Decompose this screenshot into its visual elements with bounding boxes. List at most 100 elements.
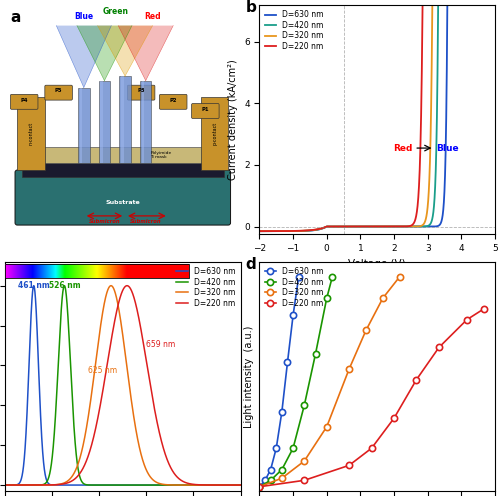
- D=630 nm: [290, 312, 296, 318]
- D=220 nm: [436, 345, 442, 351]
- D=630 nm: [18, 477, 24, 483]
- D=420 nm: [268, 477, 274, 483]
- D=630 nm: [246, 482, 252, 488]
- Legend: D=630 nm, D=420 nm, D=320 nm, D=220 nm: D=630 nm, D=420 nm, D=320 nm, D=220 nm: [263, 9, 326, 53]
- D=320 nm: [252, 482, 258, 488]
- Text: Submicron: Submicron: [130, 219, 162, 224]
- D=420 nm: [89, 482, 95, 488]
- D=220 nm: [246, 482, 252, 488]
- Text: Red: Red: [144, 12, 161, 21]
- Text: 526 nm: 526 nm: [48, 281, 80, 290]
- Y-axis label: Current density (kA/cm²): Current density (kA/cm²): [228, 59, 238, 180]
- D=630 nm: [218, 482, 224, 488]
- FancyBboxPatch shape: [192, 104, 219, 119]
- FancyBboxPatch shape: [45, 85, 72, 100]
- FancyBboxPatch shape: [15, 170, 231, 225]
- D=320 nm: [363, 327, 369, 333]
- Line: D=420 nm: D=420 nm: [256, 274, 336, 490]
- D=320 nm: [256, 228, 262, 234]
- D=420 nm: [279, 467, 285, 473]
- D=630 nm: [89, 482, 95, 488]
- D=420 nm: [324, 295, 330, 301]
- D=220 nm: [368, 445, 374, 451]
- D=220 nm: [252, 482, 258, 488]
- Text: P1: P1: [202, 107, 209, 112]
- D=220 nm: [391, 415, 397, 421]
- D=630 nm: [212, 482, 218, 488]
- Bar: [22, 147, 224, 163]
- D=630 nm: [442, 176, 448, 182]
- D=320 nm: [108, 283, 114, 289]
- D=420 nm: [364, 224, 370, 230]
- D=630 nm: [284, 360, 290, 366]
- D=220 nm: [464, 316, 470, 322]
- Line: D=220 nm: D=220 nm: [256, 306, 487, 490]
- Text: p-contact: p-contact: [212, 122, 217, 145]
- Bar: [121, 76, 124, 163]
- D=220 nm: [218, 482, 224, 488]
- Text: Green: Green: [103, 7, 129, 16]
- Bar: [98, 81, 110, 163]
- Bar: [80, 87, 82, 163]
- Bar: [100, 81, 103, 163]
- D=220 nm: [364, 224, 370, 230]
- D=420 nm: [256, 228, 262, 234]
- Polygon shape: [118, 26, 173, 81]
- D=420 nm: [18, 482, 24, 488]
- FancyBboxPatch shape: [10, 94, 38, 109]
- Text: d: d: [246, 257, 256, 272]
- Text: Polyimide
Ti mask: Polyimide Ti mask: [150, 151, 172, 159]
- D=630 nm: [100, 482, 106, 488]
- Line: D=320 nm: D=320 nm: [260, 0, 495, 231]
- D=320 nm: [371, 224, 377, 230]
- Polygon shape: [56, 26, 112, 87]
- D=630 nm: [262, 477, 268, 483]
- D=630 nm: [268, 467, 274, 473]
- D=320 nm: [100, 305, 106, 310]
- Line: D=220 nm: D=220 nm: [0, 286, 254, 485]
- D=220 nm: [371, 224, 377, 230]
- D=220 nm: [414, 376, 420, 382]
- D=320 nm: [18, 482, 24, 488]
- Line: D=420 nm: D=420 nm: [260, 0, 495, 231]
- D=220 nm: [18, 482, 24, 488]
- FancyBboxPatch shape: [160, 94, 187, 109]
- Text: 659 nm: 659 nm: [146, 340, 176, 350]
- D=420 nm: [256, 484, 262, 490]
- D=630 nm: [256, 484, 262, 490]
- D=320 nm: [34, 482, 40, 488]
- Polygon shape: [77, 26, 132, 81]
- D=420 nm: [100, 482, 106, 488]
- D=420 nm: [62, 283, 68, 289]
- D=220 nm: [268, 228, 274, 234]
- Text: b: b: [246, 0, 256, 15]
- Bar: [120, 76, 131, 163]
- D=420 nm: [302, 402, 308, 408]
- Polygon shape: [18, 97, 45, 170]
- D=630 nm: [34, 318, 40, 324]
- Text: P4: P4: [20, 98, 28, 103]
- Legend: D=630 nm, D=420 nm, D=320 nm, D=220 nm: D=630 nm, D=420 nm, D=320 nm, D=220 nm: [263, 265, 326, 309]
- D=320 nm: [256, 484, 262, 490]
- D=220 nm: [89, 440, 95, 446]
- Polygon shape: [200, 97, 228, 170]
- Bar: [22, 159, 224, 177]
- Bar: [142, 81, 144, 163]
- D=630 nm: [30, 283, 36, 289]
- Text: Red: Red: [393, 143, 412, 153]
- D=320 nm: [279, 475, 285, 481]
- D=420 nm: [290, 445, 296, 451]
- Line: D=220 nm: D=220 nm: [260, 0, 495, 231]
- Text: P5: P5: [55, 88, 62, 93]
- D=420 nm: [246, 482, 252, 488]
- D=320 nm: [218, 482, 224, 488]
- D=420 nm: [268, 228, 274, 234]
- D=320 nm: [302, 458, 308, 464]
- Text: Substrate: Substrate: [106, 200, 140, 205]
- D=320 nm: [268, 228, 274, 234]
- D=630 nm: [273, 445, 279, 451]
- Bar: [140, 81, 151, 163]
- Text: P2: P2: [170, 98, 177, 103]
- D=220 nm: [124, 283, 130, 289]
- D=320 nm: [346, 366, 352, 372]
